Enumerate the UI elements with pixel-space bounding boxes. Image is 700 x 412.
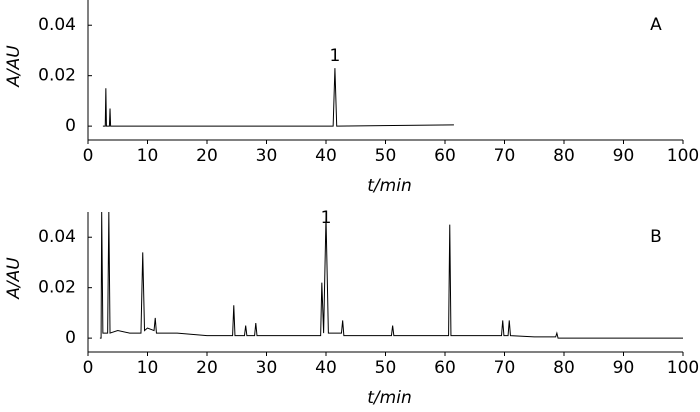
x-tick-label: 20 xyxy=(196,358,218,378)
x-tick-label: 60 xyxy=(434,146,456,166)
chromatogram-trace xyxy=(102,68,454,127)
y-axis-label: A/AU xyxy=(4,257,24,300)
x-tick-label: 100 xyxy=(667,358,699,378)
x-tick-label: 20 xyxy=(196,146,218,166)
x-tick-label: 40 xyxy=(315,146,337,166)
x-tick-label: 50 xyxy=(375,146,397,166)
x-tick-label: 10 xyxy=(137,146,159,166)
x-axis-label: t/min xyxy=(367,176,411,196)
y-tick-label: 0 xyxy=(65,328,76,348)
x-tick-label: 80 xyxy=(553,358,575,378)
x-tick-label: 70 xyxy=(494,358,516,378)
x-axis-label: t/min xyxy=(367,388,411,408)
x-tick-label: 30 xyxy=(256,146,278,166)
x-tick-label: 30 xyxy=(256,358,278,378)
peak-label: 1 xyxy=(321,208,332,228)
y-axis-label: A/AU xyxy=(4,45,24,88)
y-tick-label: 0.02 xyxy=(38,66,76,86)
chart-panel: 0 10 20 30 40 50 60 70 80 90 100 0 0.02 0.04 t/min A/AU… xyxy=(4,0,699,196)
panel-label: A xyxy=(650,15,662,35)
y-tick-label: 0.02 xyxy=(38,278,76,298)
x-tick-label: 70 xyxy=(494,146,516,166)
y-tick-label: 0.04 xyxy=(38,15,76,35)
x-tick-label: 100 xyxy=(667,146,699,166)
peak-label: 1 xyxy=(330,46,341,66)
x-tick-label: 50 xyxy=(375,358,397,378)
x-tick-label: 40 xyxy=(315,358,337,378)
panel-label: B xyxy=(650,227,662,247)
y-tick-label: 0 xyxy=(65,116,76,136)
x-tick-label: 90 xyxy=(613,146,635,166)
chromatogram-trace xyxy=(99,212,683,339)
x-tick-label: 60 xyxy=(434,358,456,378)
x-tick-label: 90 xyxy=(613,358,635,378)
y-tick-label: 0.04 xyxy=(38,227,76,247)
chart-panel: 0 10 20 30 40 50 60 70 80 90 100 0 0.02 0.04 t/min A/AU… xyxy=(4,208,699,408)
x-tick-label: 80 xyxy=(553,146,575,166)
x-tick-label: 0 xyxy=(83,146,94,166)
x-tick-label: 0 xyxy=(83,358,94,378)
x-tick-label: 10 xyxy=(137,358,159,378)
